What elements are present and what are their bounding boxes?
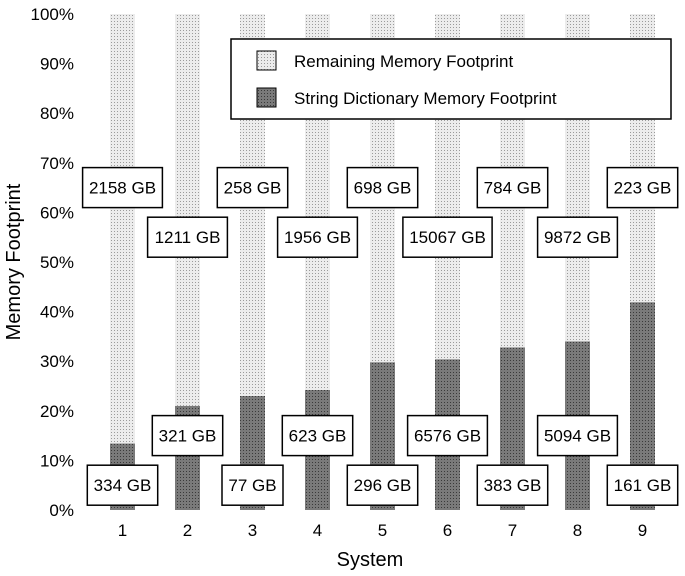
remaining-value-label-box xyxy=(146,216,229,258)
string-dictionary-value-label: 383 GB xyxy=(484,476,542,495)
x-tick-label: 8 xyxy=(573,521,582,540)
x-tick-label: 1 xyxy=(118,521,127,540)
x-axis-title: System xyxy=(337,549,404,571)
remaining-value-label: 2158 GB xyxy=(89,179,156,198)
remaining-value-label: 784 GB xyxy=(484,179,542,198)
y-axis: 0% 10% 20% 30% 40% 50% 60% 70% 80% 90% 100% xyxy=(31,5,74,520)
string-dictionary-value-label: 296 GB xyxy=(354,476,412,495)
y-tick-label: 60% xyxy=(40,203,74,222)
y-tick-label: 10% xyxy=(40,451,74,470)
string-dictionary-value-label-box xyxy=(151,414,224,457)
legend: Remaining Memory Footprint String Dictio… xyxy=(230,38,672,120)
string-dictionary-value-label-box xyxy=(476,464,549,506)
string-dictionary-value-label-box xyxy=(406,414,489,457)
y-tick-label: 30% xyxy=(40,352,74,371)
remaining-value-label-box xyxy=(81,166,164,209)
bar-remaining-2 xyxy=(175,14,200,406)
y-tick-label: 100% xyxy=(31,5,74,24)
y-tick-label: 0% xyxy=(49,501,74,520)
string-dictionary-value-label: 6576 GB xyxy=(414,427,481,446)
remaining-value-label-box xyxy=(606,166,679,209)
y-tick-label: 20% xyxy=(40,402,74,421)
remaining-value-label-box xyxy=(476,166,549,209)
remaining-value-label-box xyxy=(216,166,289,209)
y-tick-label: 80% xyxy=(40,104,74,123)
legend-swatch-remaining xyxy=(256,50,277,71)
remaining-value-label: 1956 GB xyxy=(284,228,351,247)
string-dictionary-value-label: 77 GB xyxy=(228,476,276,495)
remaining-value-label: 15067 GB xyxy=(409,228,486,247)
x-tick-label: 9 xyxy=(638,521,647,540)
y-tick-label: 90% xyxy=(40,55,74,74)
remaining-value-label-box xyxy=(276,216,359,258)
x-tick-label: 7 xyxy=(508,521,517,540)
y-tick-label: 70% xyxy=(40,154,74,173)
x-tick-label: 4 xyxy=(313,521,322,540)
remaining-value-label: 223 GB xyxy=(614,179,672,198)
remaining-value-label: 1211 GB xyxy=(155,228,221,247)
legend-label-remaining: Remaining Memory Footprint xyxy=(294,52,513,71)
string-dictionary-value-label-box xyxy=(281,414,354,457)
x-tick-label: 3 xyxy=(248,521,257,540)
string-dictionary-value-label: 623 GB xyxy=(289,427,347,446)
bar-remaining-1 xyxy=(110,14,135,444)
string-dictionary-value-label-box xyxy=(221,464,284,506)
string-dictionary-value-label: 5094 GB xyxy=(544,427,611,446)
string-dictionary-value-label-box xyxy=(606,464,679,506)
x-axis: 1 2 3 4 5 6 7 8 9 xyxy=(118,521,647,540)
legend-label-string-dictionary: String Dictionary Memory Footprint xyxy=(294,89,557,108)
remaining-value-label: 9872 GB xyxy=(544,228,611,247)
x-tick-label: 5 xyxy=(378,521,387,540)
x-tick-label: 2 xyxy=(183,521,192,540)
remaining-value-label: 698 GB xyxy=(354,179,412,198)
y-tick-label: 50% xyxy=(40,253,74,272)
y-tick-label: 40% xyxy=(40,303,74,322)
string-dictionary-value-label: 321 GB xyxy=(159,427,217,446)
string-dictionary-value-label-box xyxy=(346,464,419,506)
x-tick-label: 6 xyxy=(443,521,452,540)
string-dictionary-value-label-box xyxy=(536,414,619,457)
string-dictionary-value-label: 161 GB xyxy=(614,476,672,495)
remaining-value-label-box xyxy=(536,216,619,258)
legend-swatch-string-dictionary xyxy=(256,87,277,108)
string-dictionary-value-label-box xyxy=(86,464,159,506)
bar-value-labels: 2158 GB 334 GB 1211 GB 321 GB 258 GB 77 GB 195… xyxy=(81,166,679,506)
legend-box xyxy=(230,38,672,120)
remaining-value-label: 258 GB xyxy=(224,179,282,198)
y-axis-title: Memory Footprint xyxy=(3,183,25,340)
remaining-value-label-box xyxy=(402,216,493,258)
remaining-value-label-box xyxy=(346,166,419,209)
string-dictionary-value-label: 334 GB xyxy=(94,476,152,495)
